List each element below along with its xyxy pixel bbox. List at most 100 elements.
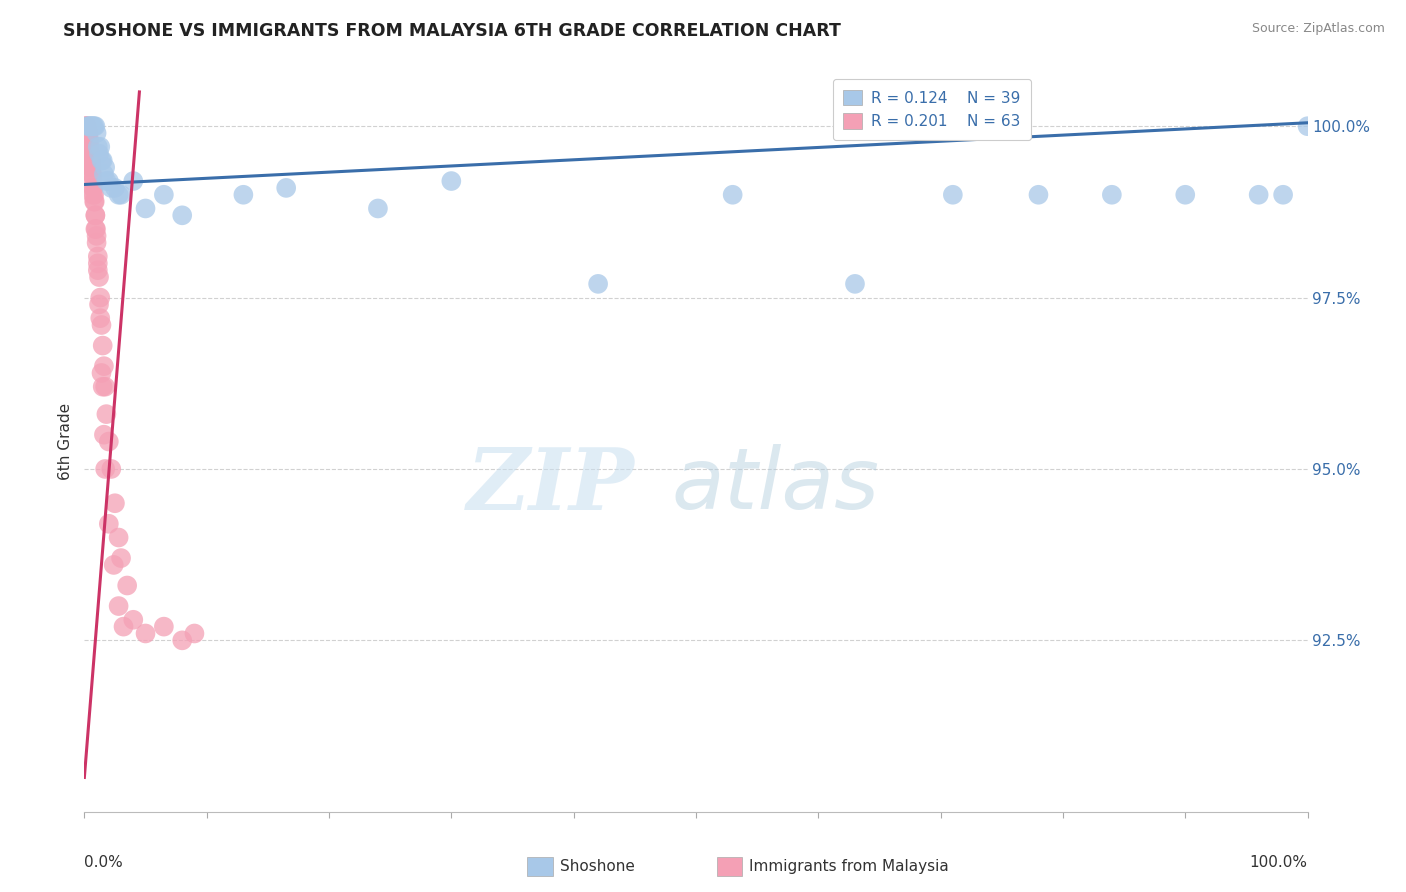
Point [83, 194, 105, 209]
Point [77, 119, 100, 133]
Point [87, 270, 110, 285]
Text: atlas: atlas [672, 444, 880, 527]
Point [276, 181, 298, 195]
Point [94, 161, 117, 175]
Point [93, 167, 115, 181]
Point [79, 140, 101, 154]
Point [110, 551, 132, 566]
Point [82, 174, 104, 188]
Point [942, 187, 965, 202]
Point [75, 119, 97, 133]
Point [77, 133, 100, 147]
Point [97, 434, 120, 449]
Point [91, 153, 114, 168]
Point [1028, 187, 1050, 202]
Point [79, 153, 101, 168]
Point [1174, 187, 1197, 202]
Point [135, 626, 157, 640]
Point [440, 174, 463, 188]
Point [77, 119, 100, 133]
Point [844, 277, 866, 291]
Point [82, 181, 104, 195]
Point [87, 250, 110, 264]
Point [232, 187, 254, 202]
Text: 100.0%: 100.0% [1250, 855, 1308, 870]
Point [103, 558, 125, 572]
Point [76, 119, 98, 133]
Text: ZIP: ZIP [467, 444, 636, 528]
Point [153, 187, 176, 202]
Text: Immigrants from Malaysia: Immigrants from Malaysia [749, 859, 949, 874]
Point [90, 318, 112, 332]
Point [91, 380, 114, 394]
Point [104, 496, 127, 510]
Point [89, 311, 111, 326]
Point [367, 202, 389, 216]
Point [84, 119, 107, 133]
Point [89, 140, 111, 154]
Point [89, 291, 111, 305]
Point [107, 187, 129, 202]
Point [84, 208, 107, 222]
Point [94, 462, 117, 476]
Point [79, 146, 101, 161]
Point [87, 256, 110, 270]
Legend: R = 0.124    N = 39, R = 0.201    N = 63: R = 0.124 N = 39, R = 0.201 N = 63 [832, 79, 1031, 140]
Point [87, 140, 110, 154]
Point [172, 208, 194, 222]
Point [86, 228, 108, 243]
Point [83, 194, 105, 209]
Point [1101, 187, 1123, 202]
Text: SHOSHONE VS IMMIGRANTS FROM MALAYSIA 6TH GRADE CORRELATION CHART: SHOSHONE VS IMMIGRANTS FROM MALAYSIA 6TH… [63, 22, 841, 40]
Point [84, 208, 107, 222]
Point [77, 126, 100, 140]
Point [586, 277, 609, 291]
Point [112, 620, 135, 634]
Point [86, 126, 108, 140]
Point [110, 187, 132, 202]
Point [76, 126, 98, 140]
Point [83, 181, 105, 195]
Y-axis label: 6th Grade: 6th Grade [58, 403, 73, 480]
Point [721, 187, 744, 202]
Point [172, 633, 194, 648]
Text: Source: ZipAtlas.com: Source: ZipAtlas.com [1251, 22, 1385, 36]
Point [80, 119, 103, 133]
Point [83, 119, 105, 133]
Point [97, 516, 120, 531]
Text: Shoshone: Shoshone [560, 859, 634, 874]
Point [100, 462, 122, 476]
Point [94, 380, 117, 394]
Point [90, 153, 112, 168]
Point [77, 126, 100, 140]
Point [87, 146, 110, 161]
Point [80, 167, 103, 181]
Point [87, 263, 110, 277]
Point [115, 578, 138, 592]
Point [77, 146, 100, 161]
Point [84, 222, 107, 236]
Point [122, 613, 145, 627]
Point [77, 133, 100, 147]
Point [91, 338, 114, 352]
Point [82, 119, 104, 133]
Point [83, 187, 105, 202]
Point [84, 222, 107, 236]
Point [77, 153, 100, 168]
Point [96, 174, 118, 188]
Point [79, 161, 101, 175]
Text: 0.0%: 0.0% [84, 855, 124, 870]
Point [1272, 187, 1295, 202]
Point [1296, 119, 1319, 133]
Point [80, 153, 103, 168]
Point [75, 119, 97, 133]
Point [96, 407, 118, 421]
Point [86, 235, 108, 250]
Point [183, 626, 205, 640]
Point [97, 174, 120, 188]
Point [93, 427, 115, 442]
Point [80, 161, 103, 175]
Point [153, 620, 176, 634]
Point [122, 174, 145, 188]
Point [87, 297, 110, 311]
